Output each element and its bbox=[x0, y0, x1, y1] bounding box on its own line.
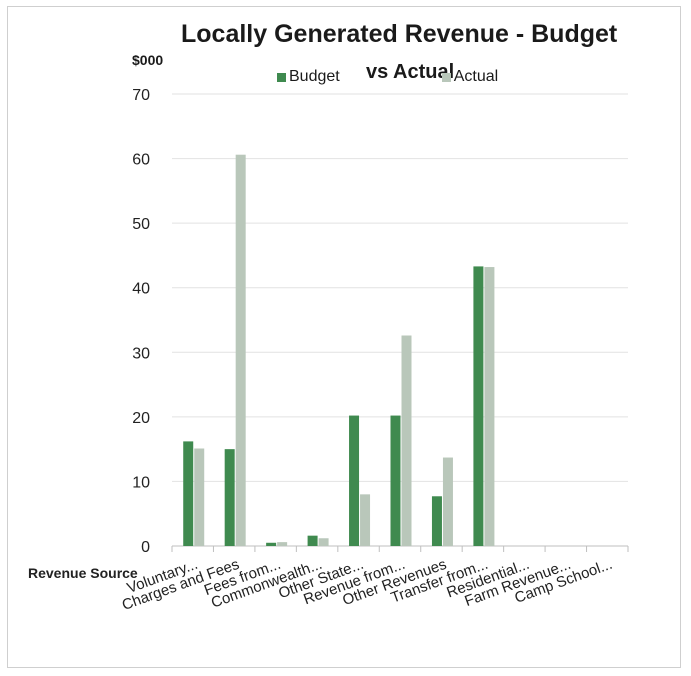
legend-item-budget: Budget bbox=[277, 68, 340, 86]
legend-swatch-budget bbox=[277, 72, 286, 82]
bar-budget bbox=[183, 441, 194, 546]
legend-label-actual: Actual bbox=[453, 68, 499, 85]
y-tick-label: 60 bbox=[132, 152, 150, 169]
bar-actual bbox=[401, 335, 412, 546]
bar-actual bbox=[442, 457, 453, 546]
y-tick-label: 0 bbox=[141, 539, 150, 556]
bar-actual bbox=[484, 267, 495, 546]
legend: Budget Actual bbox=[277, 68, 498, 86]
legend-item-actual: Actual bbox=[441, 68, 499, 86]
y-tick-label: 20 bbox=[132, 410, 150, 427]
bar-actual bbox=[194, 448, 205, 546]
legend-swatch-actual bbox=[441, 72, 451, 82]
y-tick-label: 30 bbox=[132, 345, 150, 362]
bar-actual bbox=[277, 542, 288, 546]
bar-budget bbox=[307, 535, 318, 546]
legend-label-budget: Budget bbox=[289, 68, 340, 85]
chart-frame bbox=[7, 6, 681, 668]
bar-budget bbox=[473, 266, 484, 546]
bar-budget bbox=[266, 542, 277, 546]
bar-actual bbox=[235, 154, 246, 546]
y-tick-label: 40 bbox=[132, 281, 150, 298]
bar-budget bbox=[224, 449, 235, 546]
bar-budget bbox=[349, 415, 360, 546]
bar-actual bbox=[360, 494, 371, 546]
bar-budget bbox=[431, 496, 442, 546]
chart-title-continued: vs Actual bbox=[366, 61, 455, 83]
y-tick-label: 70 bbox=[132, 87, 150, 104]
bar-budget bbox=[390, 415, 401, 546]
chart-title: Locally Generated Revenue - Budget bbox=[181, 20, 618, 48]
y-tick-label: 10 bbox=[132, 474, 150, 491]
x-axis-title: Revenue Source bbox=[28, 565, 138, 581]
y-tick-label: 50 bbox=[132, 216, 150, 233]
bar-actual bbox=[318, 538, 329, 546]
y-axis-unit-label: $000 bbox=[132, 52, 164, 68]
